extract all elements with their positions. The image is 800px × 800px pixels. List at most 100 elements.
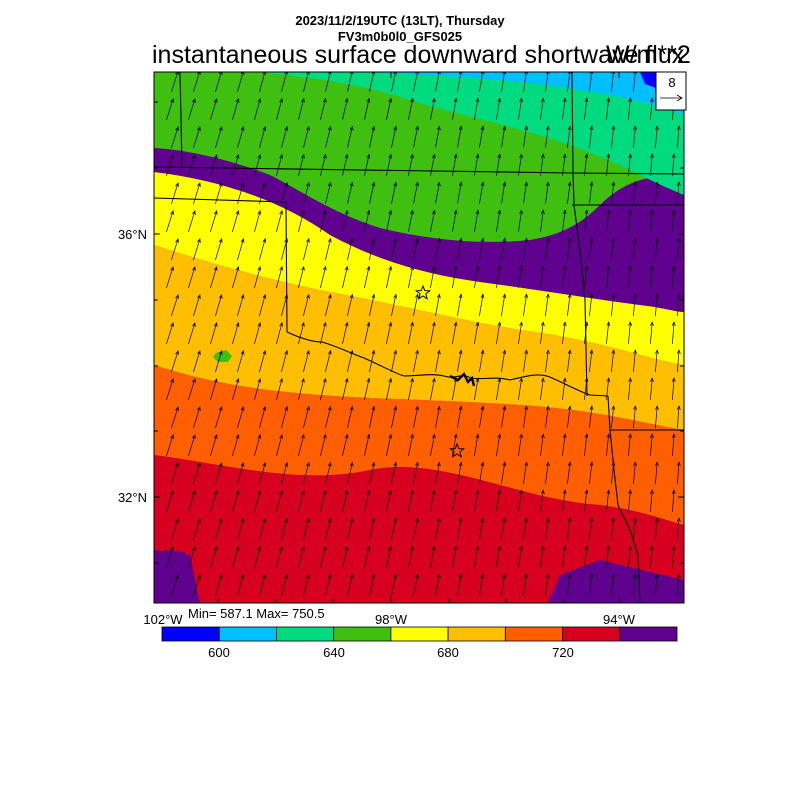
wind-vector	[479, 72, 485, 93]
wind-vector	[369, 461, 376, 485]
wind-vector	[413, 125, 419, 149]
boundary-texas-panhandle	[154, 197, 287, 203]
wind-vector	[254, 321, 262, 345]
wind-vector	[193, 406, 201, 429]
wind-vector	[193, 294, 201, 317]
wind-vector	[633, 293, 637, 317]
wind-vector	[518, 321, 523, 345]
wind-vector	[391, 237, 398, 261]
wind-vector	[545, 517, 550, 541]
wind-vector	[671, 209, 676, 233]
wind-vector	[232, 153, 240, 177]
wind-vector	[650, 97, 654, 121]
wind-vector	[193, 462, 201, 485]
wind-vector	[540, 97, 545, 121]
colorbar-box	[276, 626, 335, 642]
wind-vector	[254, 97, 262, 121]
colorbar-box	[504, 626, 563, 642]
wind-vector	[408, 209, 414, 233]
wind-vector	[166, 98, 174, 121]
wind-vector	[413, 517, 419, 541]
wind-vector	[364, 489, 371, 513]
wind-vector	[430, 321, 436, 345]
wind-vector	[325, 237, 332, 261]
wind-vector	[540, 489, 545, 513]
wind-vector	[254, 433, 262, 457]
wind-vector	[518, 489, 523, 513]
boundary-texas-panhandle-east	[285, 201, 288, 333]
wind-vector	[540, 265, 545, 289]
wind-vector	[589, 181, 594, 205]
wind-vector	[193, 574, 201, 597]
wind-vector	[342, 153, 349, 177]
wind-vector	[628, 489, 632, 513]
boundary-red-river	[286, 331, 609, 397]
wind-vector	[364, 265, 371, 289]
wind-vector	[430, 377, 436, 401]
wind-vector	[457, 125, 463, 149]
wind-vector	[408, 265, 414, 289]
wind-vector	[457, 517, 463, 541]
wind-vector	[452, 153, 458, 177]
wind-vector	[215, 126, 223, 149]
wind-vector	[523, 125, 528, 149]
wind-vector	[347, 461, 354, 485]
wind-vector	[320, 545, 327, 569]
wind-vector	[386, 377, 393, 401]
wind-vector	[501, 405, 507, 429]
wind-vector	[215, 406, 223, 429]
colorbar-labels: 600 640 680 720	[208, 645, 574, 660]
wind-vector	[650, 265, 654, 289]
wind-vector	[188, 434, 196, 457]
wind-vector	[435, 293, 441, 317]
wind-vector	[540, 321, 545, 345]
wind-vector	[501, 181, 507, 205]
wind-vector	[413, 573, 419, 597]
wind-vector	[479, 461, 485, 485]
wind-vector	[276, 377, 283, 401]
wind-vector	[545, 405, 550, 429]
wind-vector	[523, 461, 528, 485]
wind-vector	[501, 349, 507, 373]
wind-vector	[589, 125, 594, 149]
wind-vector	[650, 377, 654, 401]
wind-vector	[237, 405, 245, 429]
axis-ticks	[154, 72, 684, 603]
wind-vector	[276, 433, 283, 457]
wind-vector	[193, 182, 201, 205]
wind-vector	[391, 293, 398, 317]
wind-vector	[611, 517, 616, 541]
wind-vector	[430, 265, 436, 289]
wind-vector	[193, 238, 201, 261]
wind-vector	[435, 72, 441, 93]
wind-vector	[254, 545, 262, 569]
wind-vector	[584, 545, 589, 569]
wind-vector	[567, 125, 572, 149]
wind-vector	[347, 293, 354, 317]
wind-vector	[364, 97, 371, 121]
wind-vector	[562, 545, 567, 569]
wind-vector	[479, 181, 485, 205]
wind-vector	[215, 574, 223, 597]
wind-vector	[298, 321, 305, 345]
wind-vector-field	[166, 72, 681, 597]
wind-vector	[671, 377, 676, 401]
wind-vector	[457, 573, 463, 597]
wind-vector	[474, 545, 480, 569]
wind-vector	[188, 378, 196, 401]
wind-vector	[369, 405, 376, 429]
wind-vector	[430, 545, 436, 569]
wind-vector	[276, 97, 283, 121]
wind-vector	[518, 545, 523, 569]
colorbar-label-640: 640	[323, 645, 345, 660]
wind-vector	[171, 462, 179, 485]
wind-vector	[215, 518, 223, 541]
wind-vector	[452, 321, 458, 345]
wind-vector	[364, 545, 371, 569]
min-max-label: Min= 587.1 Max= 750.5	[188, 606, 325, 621]
wind-vector	[193, 350, 201, 373]
wind-vector	[347, 573, 354, 597]
wind-vector	[320, 265, 327, 289]
wind-vector	[496, 321, 502, 345]
